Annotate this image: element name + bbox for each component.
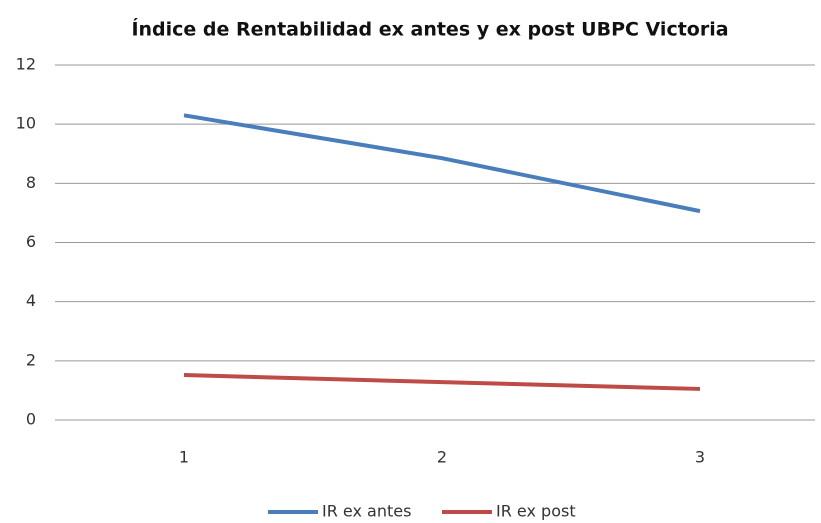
y-tick-label: 12 — [16, 55, 36, 74]
legend-label: IR ex antes — [322, 502, 411, 521]
x-tick-label: 3 — [695, 448, 705, 467]
series-line — [183, 373, 701, 391]
y-tick-label: 0 — [26, 410, 36, 429]
series-line — [183, 113, 701, 214]
y-tick-label: 6 — [26, 232, 36, 251]
chart-title: Índice de Rentabilidad ex antes y ex pos… — [131, 18, 728, 41]
x-tick-label: 1 — [179, 448, 189, 467]
y-tick-label: 2 — [26, 350, 36, 369]
legend-label: IR ex post — [496, 502, 576, 521]
y-tick-label: 10 — [16, 114, 36, 133]
x-tick-label: 2 — [437, 448, 447, 467]
y-tick-label: 8 — [26, 173, 36, 192]
y-tick-label: 4 — [26, 291, 36, 310]
